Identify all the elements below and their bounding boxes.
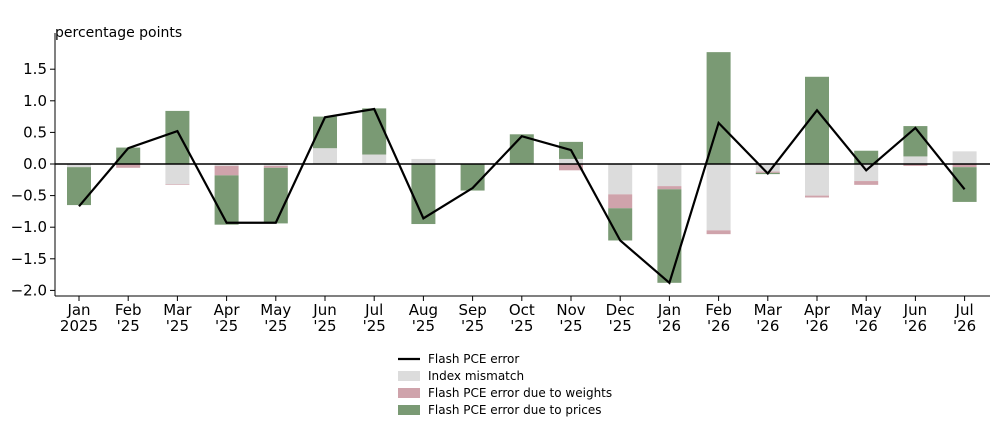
x-tick-label-line2: 2025	[60, 317, 98, 335]
bar-index-mismatch-3	[165, 164, 189, 184]
x-tick-label-line2: '25	[215, 317, 238, 335]
x-tick-label-line2: '25	[461, 317, 484, 335]
bar-flash-pce-error-due-to-weights-4	[215, 166, 239, 175]
bar-flash-pce-error-due-to-weights-14	[707, 230, 731, 234]
bar-flash-pce-error-due-to-weights-13	[657, 186, 681, 189]
bar-flash-pce-error-due-to-prices-5	[264, 168, 288, 224]
bar-flash-pce-error-due-to-prices-6	[313, 117, 337, 149]
bar-flash-pce-error-due-to-prices-2	[116, 148, 140, 164]
x-tick-label-line2: '26	[855, 317, 878, 335]
y-tick-label: 1.0	[23, 92, 47, 110]
bar-index-mismatch-14	[707, 164, 731, 230]
bar-flash-pce-error-due-to-prices-19	[953, 167, 977, 202]
bar-flash-pce-error-due-to-prices-13	[657, 189, 681, 283]
bar-flash-pce-error-due-to-weights-16	[805, 196, 829, 198]
x-tick-label-line2: '25	[117, 317, 140, 335]
y-tick-label: −0.5	[11, 187, 47, 205]
x-tick-label-line2: '26	[756, 317, 779, 335]
y-tick-label: 0.0	[23, 155, 47, 173]
bar-flash-pce-error-due-to-weights-5	[264, 166, 288, 168]
legend: Flash PCE error Index mismatch Flash PCE e…	[398, 352, 612, 417]
legend-label-flash-pce-error-due-to-weights: Flash PCE error due to weights	[428, 386, 612, 400]
flash-pce-error-line	[79, 109, 965, 283]
x-tick-label-line2: '25	[363, 317, 386, 335]
y-tick-label: −1.5	[11, 250, 47, 268]
x-tick-label-line2: '26	[904, 317, 927, 335]
legend-label-flash-pce-error: Flash PCE error	[428, 352, 519, 366]
x-tick-label-line2: '25	[412, 317, 435, 335]
y-tick-label: −1.0	[11, 218, 47, 236]
bar-flash-pce-error-due-to-weights-3	[165, 184, 189, 185]
legend-label-flash-pce-error-due-to-prices: Flash PCE error due to prices	[428, 403, 602, 417]
x-tick-label-line2: '25	[609, 317, 632, 335]
x-tick-label-line2: '26	[658, 317, 681, 335]
bar-index-mismatch-8	[411, 159, 435, 164]
bar-flash-pce-error-due-to-prices-4	[215, 175, 239, 224]
bar-flash-pce-error-due-to-weights-12	[608, 194, 632, 208]
x-tick-label-line2: '26	[953, 317, 976, 335]
bar-flash-pce-error-due-to-prices-3	[165, 111, 189, 164]
x-tick-label-line2: '25	[313, 317, 336, 335]
bar-flash-pce-error-due-to-prices-1	[67, 167, 91, 205]
x-tick-label-line2: '25	[264, 317, 287, 335]
x-tick-label-line2: '25	[166, 317, 189, 335]
bar-index-mismatch-18	[903, 156, 927, 164]
y-tick-label: −2.0	[11, 281, 47, 299]
legend-swatch-index-mismatch	[398, 371, 420, 381]
legend-swatch-flash-pce-error-due-to-prices	[398, 405, 420, 415]
bar-flash-pce-error-due-to-prices-18	[903, 126, 927, 156]
x-tick-label-line2: '26	[707, 317, 730, 335]
bar-index-mismatch-13	[657, 164, 681, 186]
bar-index-mismatch-7	[362, 155, 386, 164]
x-tick-label-line2: '25	[510, 317, 533, 335]
bars-layer	[67, 52, 977, 283]
bar-flash-pce-error-due-to-prices-8	[411, 164, 435, 224]
x-tick-label-line2: '26	[805, 317, 828, 335]
bar-index-mismatch-6	[313, 148, 337, 164]
y-axis-label: percentage points	[55, 25, 182, 41]
legend-swatch-flash-pce-error-due-to-weights	[398, 388, 420, 398]
bar-index-mismatch-12	[608, 164, 632, 194]
y-tick-label: 1.5	[23, 60, 47, 78]
bar-index-mismatch-17	[854, 164, 878, 181]
bar-index-mismatch-19	[953, 151, 977, 164]
axes-layer: −2.0 −1.5 −1.0 −0.5 0.0 0.5 1.0 1.5 percentage p…	[11, 25, 990, 335]
x-tick-label-line2: '25	[559, 317, 582, 335]
bar-flash-pce-error-due-to-weights-17	[854, 181, 878, 185]
bar-index-mismatch-16	[805, 164, 829, 196]
legend-label-index-mismatch: Index mismatch	[428, 369, 524, 383]
bar-flash-pce-error-due-to-prices-7	[362, 108, 386, 154]
y-tick-label: 0.5	[23, 123, 47, 141]
